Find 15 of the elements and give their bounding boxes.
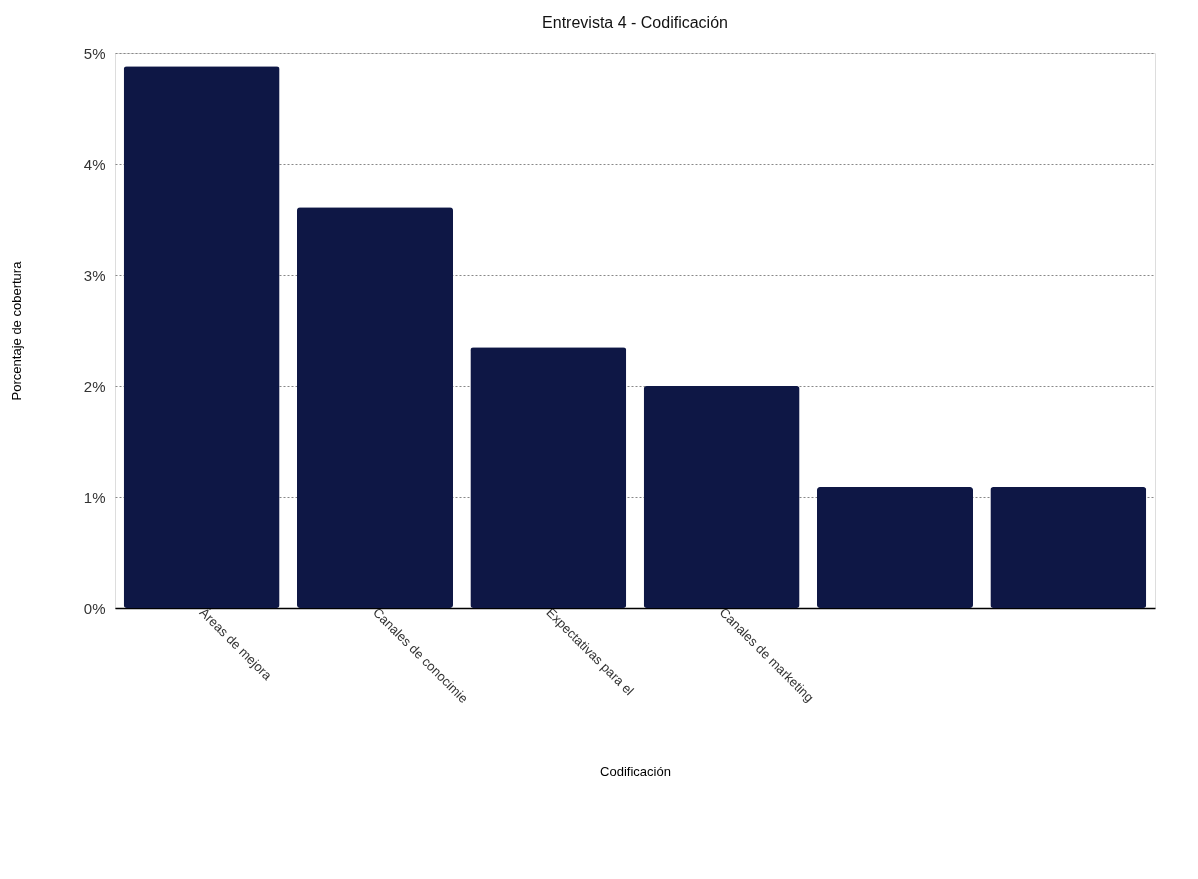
y-tick-label: 5%: [83, 44, 106, 62]
y-axis-title: Porcentaje de cobertura: [8, 260, 24, 401]
chart-title: Entrevista 4 - Codificación: [542, 14, 728, 31]
bar: [817, 487, 973, 608]
bar: [643, 386, 800, 608]
bar: [470, 347, 627, 608]
bar: [990, 487, 1147, 608]
x-axis-title: Codificación: [600, 763, 671, 779]
y-tick-label: 4%: [83, 155, 106, 173]
y-tick-label: 1%: [83, 488, 106, 506]
y-tick-label: 3%: [83, 266, 106, 284]
y-tick-label: 2%: [83, 377, 106, 395]
y-tick-label: 0%: [83, 599, 106, 617]
bar: [123, 66, 280, 608]
bar: [297, 207, 453, 608]
